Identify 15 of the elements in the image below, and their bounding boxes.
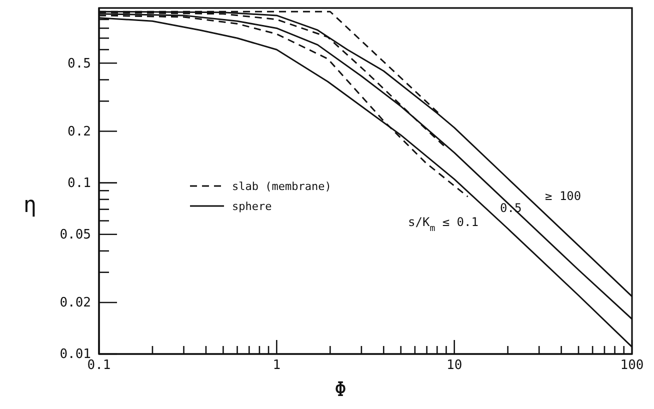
x-tick-label: 1	[272, 358, 281, 374]
x-tick-label: 100	[620, 358, 644, 374]
legend-label: sphere	[232, 200, 272, 213]
annotation: s/K$_{m}$ ≤ 0.1	[408, 215, 478, 234]
y-tick-label: 0.1	[68, 176, 91, 191]
x-tick-label: 0.1	[87, 358, 111, 374]
legend-label: slab (membrane)	[232, 180, 332, 193]
y-tick-label: 0.02	[60, 296, 91, 311]
x-tick-label: 10	[446, 358, 462, 374]
annotation: ≥ 100	[545, 189, 582, 203]
y-tick-label: 0.2	[68, 124, 91, 140]
x-axis-title: Φ	[334, 377, 347, 401]
y-tick-label: 0.5	[68, 56, 91, 72]
y-tick-label: 0.05	[60, 228, 91, 243]
y-axis-title: η	[23, 193, 37, 218]
